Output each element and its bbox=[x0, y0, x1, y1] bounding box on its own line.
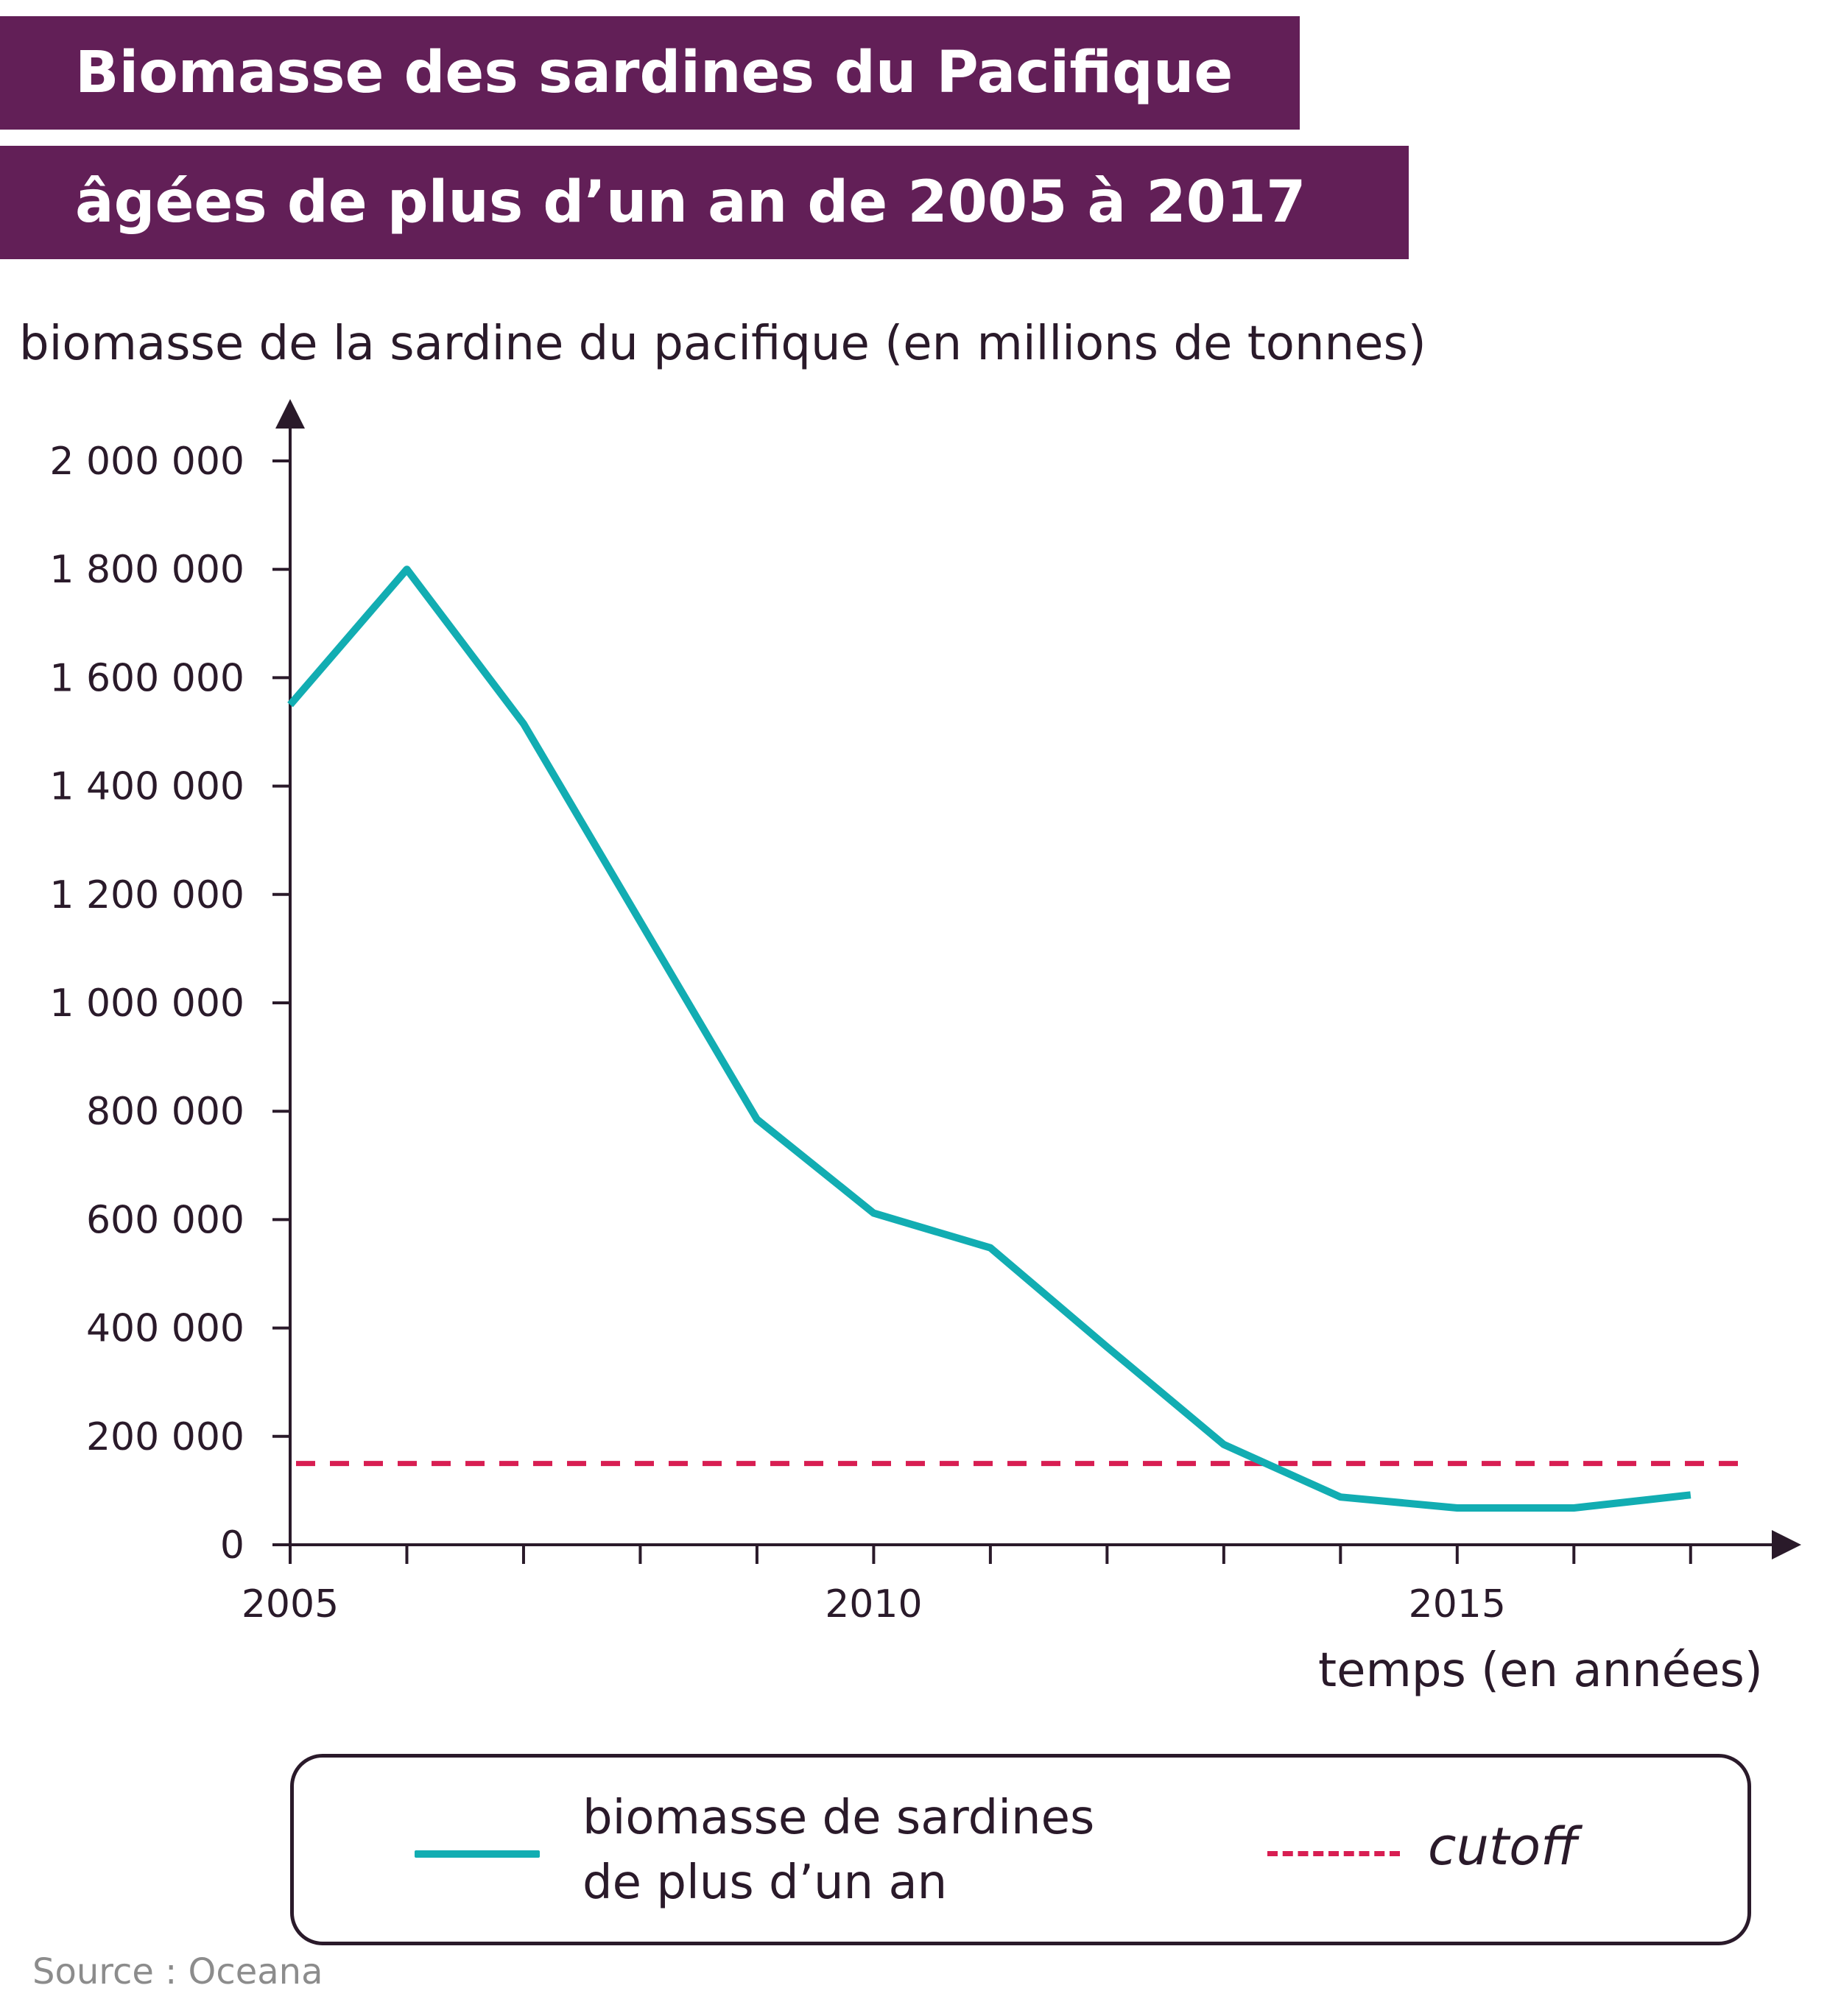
y-tick-label: 1 200 000 bbox=[49, 873, 244, 917]
y-tick-label: 400 000 bbox=[86, 1307, 244, 1351]
axes bbox=[274, 399, 1801, 1559]
x-tick-label: 2015 bbox=[1409, 1582, 1506, 1626]
y-tick-label: 1 800 000 bbox=[49, 548, 244, 592]
x-axis-arrow bbox=[1772, 1530, 1801, 1559]
legend-cutoff-swatch bbox=[1267, 1851, 1400, 1856]
x-axis-label: temps (en années) bbox=[1318, 1643, 1763, 1698]
series-group bbox=[287, 565, 1692, 1512]
y-tick-label: 600 000 bbox=[86, 1198, 244, 1242]
legend: biomasse de sardines de plus d’un an cut… bbox=[290, 1754, 1751, 1945]
y-tick-label: 1 000 000 bbox=[49, 981, 244, 1026]
y-tick-label: 1 600 000 bbox=[49, 656, 244, 700]
y-tick-label: 1 400 000 bbox=[49, 765, 244, 809]
x-tick-label: 2010 bbox=[825, 1582, 922, 1626]
y-axis-label: biomasse de la sardine du pacifique (en … bbox=[19, 317, 1426, 371]
source-note: Source : Oceana bbox=[32, 1951, 323, 1992]
legend-cutoff-label: cutoff bbox=[1428, 1816, 1578, 1877]
y-tick-label: 800 000 bbox=[86, 1090, 244, 1134]
series-line bbox=[287, 565, 1692, 1512]
legend-series-label: biomasse de sardines de plus d’un an bbox=[582, 1791, 1095, 1910]
y-axis-arrow bbox=[275, 399, 305, 429]
x-ticks: 2005 2010 2015 bbox=[242, 1545, 1692, 1626]
chart-subtitle: âgées de plus d’un an de 2005 à 2017 bbox=[0, 146, 1409, 259]
y-tick-label: 0 bbox=[220, 1523, 244, 1568]
y-tick-label: 2 000 000 bbox=[49, 440, 244, 484]
y-ticks: 0 200 000 400 000 600 000 800 000 1 000 000 1 … bbox=[49, 440, 290, 1568]
legend-series-swatch bbox=[415, 1850, 540, 1858]
y-tick-label: 200 000 bbox=[86, 1415, 244, 1459]
chart-title: Biomasse des sardines du Pacifique bbox=[0, 16, 1300, 130]
x-tick-label: 2005 bbox=[242, 1582, 339, 1626]
